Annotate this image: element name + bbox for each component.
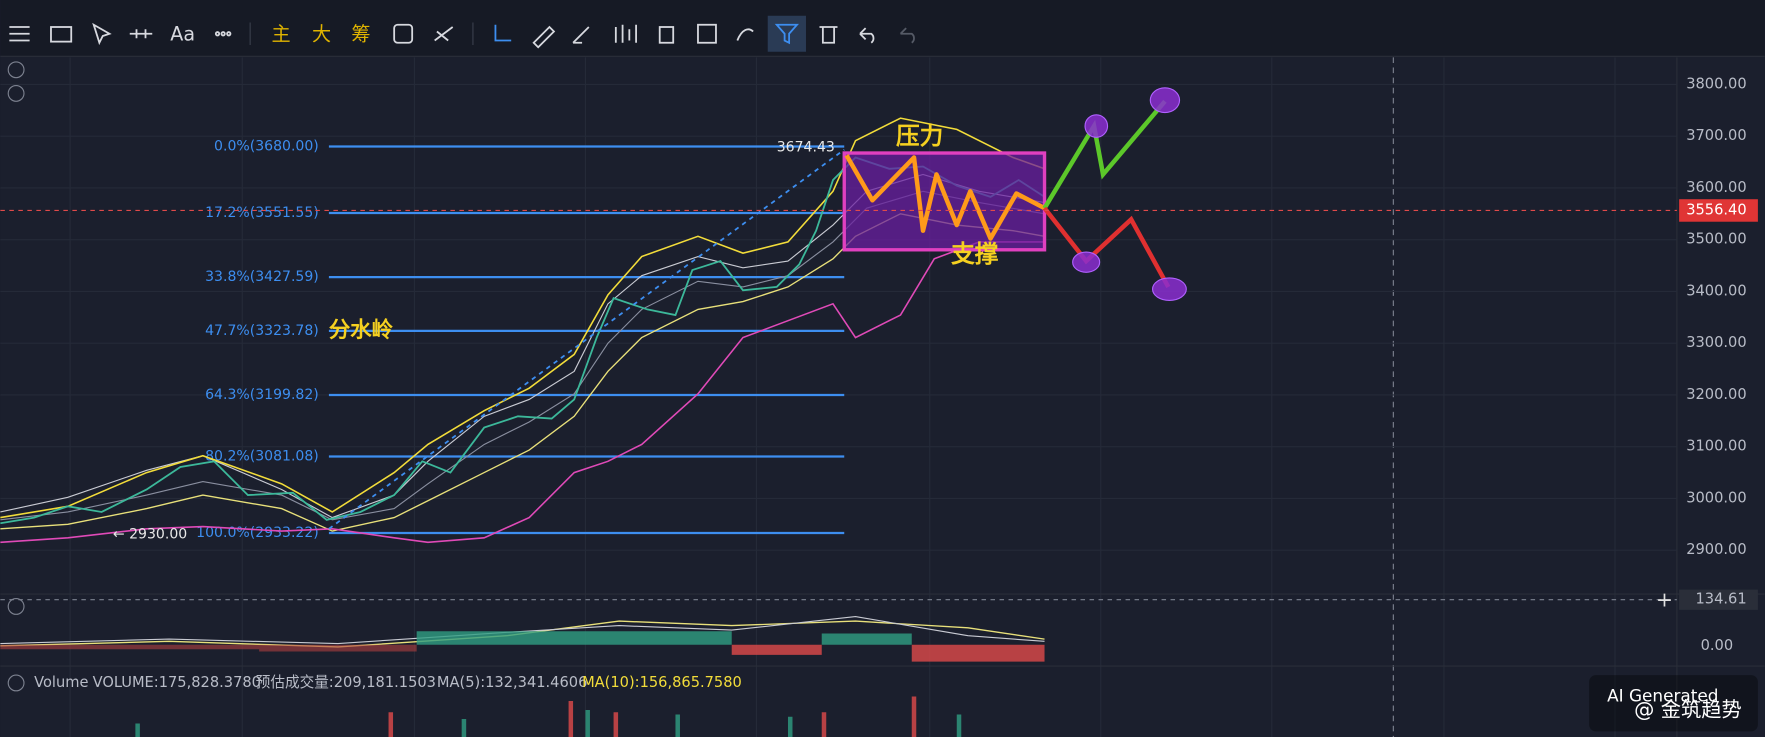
collapse-button[interactable] (7, 674, 25, 692)
watershed-label: 分水岭 (329, 317, 394, 343)
grid: 3800.00 3700.00 3600.00 3500.00 3400.00 3300.… (0, 75, 1747, 558)
y-tick-label: 3100.00 (1686, 438, 1746, 455)
collapse-button[interactable] (7, 84, 25, 102)
y-tick-label: 3300.00 (1686, 334, 1746, 351)
indicator-value: 134.61 (1696, 591, 1747, 608)
bollinger-lower (0, 241, 1045, 544)
toolbar (0, 0, 1765, 57)
signal-line (0, 616, 1045, 645)
trend-line (328, 148, 845, 530)
volume-title: Volume (34, 674, 88, 691)
volume-value: VOLUME:175,828.3780 (93, 674, 261, 691)
toolbar-icons[interactable] (9, 15, 915, 52)
y-tick-label: 3500.00 (1686, 231, 1746, 248)
bear-path (1042, 206, 1171, 289)
y-tick-label: 3800.00 (1686, 75, 1746, 92)
fib-label: 17.2%(3551.55) (205, 205, 319, 221)
bollinger-upper (0, 117, 1045, 519)
volume-estimate: 预估成交量:209,181.1503 (256, 673, 436, 691)
macd-hist (731, 644, 1045, 662)
text-tool[interactable]: Aa (170, 22, 195, 45)
current-price-box (1679, 199, 1758, 222)
y-tick-label: 3700.00 (1686, 127, 1746, 144)
support-label: 支撑 (951, 240, 999, 268)
y-tick-label: 3200.00 (1686, 386, 1746, 403)
add-button[interactable]: + (1656, 587, 1673, 611)
volume-ma5: MA(5):132,341.4606 (437, 674, 587, 691)
big-indicator[interactable]: 大 (312, 22, 331, 45)
y-tick-label: 3400.00 (1686, 282, 1746, 299)
macd-hist (0, 644, 417, 652)
indicator-tick: 0.00 (1701, 637, 1734, 654)
indicator-value-box (1679, 589, 1758, 610)
resistance-label: 压力 (896, 122, 943, 150)
macd-hist (416, 631, 912, 645)
fib-label: 47.7%(3323.78) (205, 323, 319, 339)
current-price-label: 3556.40 (1686, 201, 1746, 218)
fib-retracement: 0.0%(3680.00) 17.2%(3551.55) 33.8%(3427.59… (196, 138, 845, 541)
macd-line (0, 620, 1045, 648)
fib-label: 100.0%(2933.22) (196, 525, 319, 541)
low-label: ← 2930.00 (113, 526, 187, 542)
y-tick-label: 3000.00 (1686, 489, 1746, 506)
fib-label: 0.0%(3680.00) (214, 138, 319, 154)
high-label: 3674.43 (777, 139, 835, 155)
watermark-bg (1589, 675, 1758, 732)
fib-label: 33.8%(3427.59) (205, 269, 319, 285)
volume-ma10: MA(10):156,865.7580 (582, 674, 742, 691)
watermark-ai: AI Generated (1607, 685, 1718, 705)
zigzag (844, 154, 1046, 241)
fib-label: 64.3%(3199.82) (205, 387, 319, 403)
watermark-author: @ 金筑趋势 (1634, 698, 1742, 722)
fib-label: 80.2%(3081.08) (205, 448, 319, 464)
chips-indicator[interactable]: 筹 (351, 22, 370, 45)
vertical-grid (69, 57, 1616, 737)
y-tick-label: 2900.00 (1686, 541, 1746, 558)
bull-path (1042, 99, 1167, 210)
target-markers (1072, 87, 1187, 301)
main-indicator[interactable]: 主 (272, 22, 291, 45)
collapse-button[interactable] (7, 598, 25, 615)
y-tick-label: 3600.00 (1686, 179, 1746, 196)
collapse-button[interactable] (7, 61, 25, 79)
